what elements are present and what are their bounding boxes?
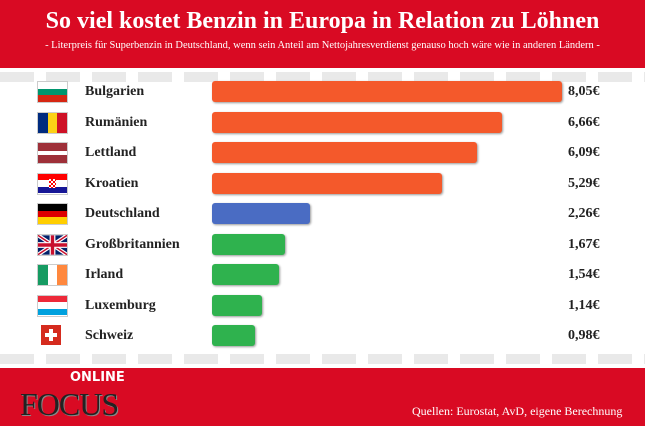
source-note: Quellen: Eurostat, AvD, eigene Berechnun… [412,404,623,418]
category-label: Bulgarien [85,84,145,99]
flag-icon [37,203,68,225]
flag-icon [37,233,68,256]
bar-row: Irland 1,54€ [0,264,645,288]
flag-icon [37,264,68,286]
category-label: Lettland [85,145,137,160]
bar-row: Rumänien 6,66€ [0,111,645,136]
bar [212,325,255,346]
footer: ONLINE FOCUS Quellen: Eurostat, AvD, eig… [0,368,645,426]
flag-icon [37,172,68,195]
bar-row: Bulgarien 8,05€ [0,81,645,105]
category-label: Kroatien [85,175,139,191]
flag-icon [37,81,68,103]
flag-icon [37,111,68,134]
bar-row: Großbritannien 1,67€ [0,233,645,258]
value-label: 5,29€ [568,175,600,191]
divider [0,72,645,82]
logo: ONLINE [70,370,125,385]
value-label: 2,26€ [568,206,600,221]
value-label: 0,98€ [568,328,600,343]
bar [212,172,442,194]
value-label: 1,67€ [568,236,600,252]
bar [212,142,477,163]
category-label: Deutschland [85,206,160,221]
bar [212,111,502,133]
value-label: 1,54€ [568,267,600,282]
bar-row: Lettland 6,09€ [0,142,645,166]
bar [212,264,279,285]
value-label: 6,09€ [568,145,600,160]
category-label: Irland [85,267,124,282]
category-label: Schweiz [85,328,134,343]
value-label: 6,66€ [568,114,600,130]
category-label: Rumänien [85,114,148,130]
category-label: Großbritannien [85,236,180,252]
flag-icon [37,294,68,317]
chart-subtitle: - Literpreis für Superbenzin in Deutschl… [45,40,600,51]
bar-row: Deutschland 2,26€ [0,203,645,227]
value-label: 1,14€ [568,297,600,313]
logo: FOCUS [20,386,119,422]
header: So viel kostet Benzin in Europa in Relat… [0,0,645,68]
flag-icon [37,142,68,164]
bar-row: Luxemburg 1,14€ [0,294,645,319]
bar [212,294,262,316]
bar [212,81,562,102]
divider [0,354,645,364]
bar [212,233,285,255]
chart-title: So viel kostet Benzin in Europa in Relat… [45,8,600,34]
flag-icon [37,325,66,345]
category-label: Luxemburg [85,297,156,313]
bar-row: Kroatien 5,29€ [0,172,645,197]
bar [212,203,311,224]
value-label: 8,05€ [568,84,600,99]
bar-row: Schweiz 0,98€ [0,325,645,349]
